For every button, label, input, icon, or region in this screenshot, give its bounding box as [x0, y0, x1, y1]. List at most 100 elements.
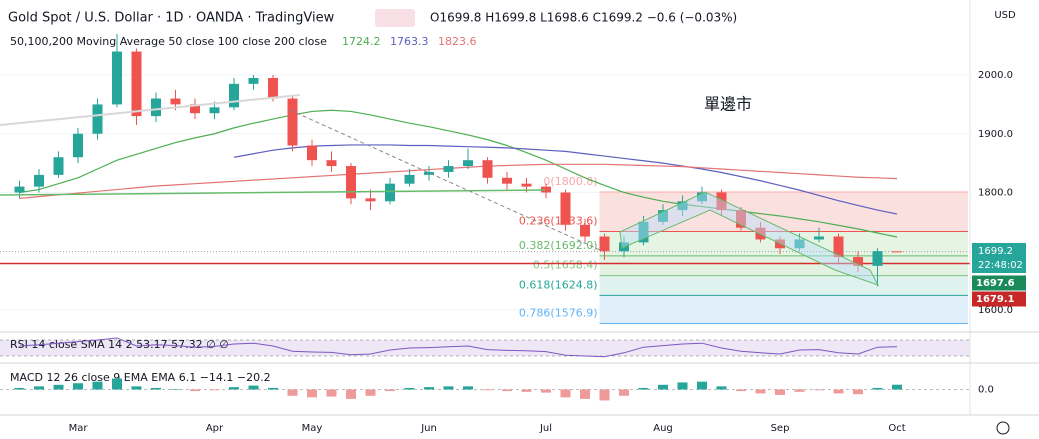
trendline [289, 109, 601, 251]
candle-body [892, 251, 902, 253]
candle-body [443, 166, 454, 172]
x-tick-label: Apr [206, 423, 224, 434]
macd-bar [463, 386, 473, 390]
x-tick-label: Jun [420, 423, 437, 434]
macd-bar [502, 389, 512, 392]
ma-legend-value: 1724.2 [342, 35, 381, 48]
candle-body [268, 77, 278, 99]
candle-body [755, 227, 766, 240]
fib-zone [599, 275, 968, 296]
macd-bar [677, 382, 688, 390]
ma-legend-value: 1823.6 [438, 35, 477, 48]
annotation: 單邊市 [704, 95, 752, 114]
trendline [0, 94, 301, 126]
macd-bar [404, 387, 415, 390]
macd-bar [190, 389, 200, 392]
candle-body [424, 171, 434, 175]
candle-body [502, 177, 512, 184]
macd-bar [151, 387, 161, 390]
settings-icon[interactable] [996, 421, 1010, 435]
macd-bar [34, 386, 44, 390]
macd-bar [716, 386, 727, 390]
macd-bar [424, 387, 434, 390]
price-label: 1697.6 [976, 278, 1015, 289]
channel [619, 191, 880, 286]
macd-bar [853, 389, 863, 395]
fib-label: 0(1800.8) [543, 175, 597, 188]
candle-body [131, 51, 142, 117]
macd-bar [131, 386, 142, 390]
price-label-box [972, 291, 1026, 307]
macd-bar [248, 385, 259, 390]
y-tick-label: 1600.0 [978, 305, 1013, 316]
ma-legend: 50,100,200 Moving Average 50 close 100 c… [10, 35, 327, 48]
y-tick-label: 1800.0 [978, 187, 1013, 198]
fib-zone [599, 255, 968, 276]
macd-bar [833, 389, 844, 394]
candle-body [521, 183, 532, 187]
macd-bar [638, 387, 649, 390]
macd-bar [112, 378, 122, 390]
y-tick-label: 1900.0 [978, 129, 1013, 140]
candle-body [248, 77, 259, 84]
macd-bar [580, 389, 590, 399]
rsi-line [19, 337, 898, 358]
macd-bar [229, 387, 239, 390]
price-label-box [972, 275, 1026, 291]
candle-body [697, 192, 707, 202]
macd-bar [287, 389, 298, 396]
candle-body [365, 198, 376, 202]
price-label-box [972, 243, 1026, 273]
fib-label: 0.618(1624.8) [519, 278, 598, 291]
candle-body [190, 104, 200, 114]
candle-body [599, 236, 610, 252]
candle-body [541, 186, 551, 193]
macd-bar [619, 389, 629, 396]
candle-body [53, 157, 64, 175]
macd-bar [755, 389, 766, 394]
candle-body [580, 224, 590, 237]
macd-bar [541, 389, 551, 393]
y-tick-label: 0.0 [978, 385, 994, 396]
macd-bar [775, 389, 785, 395]
candle-body [14, 186, 25, 193]
candle-body [73, 133, 83, 158]
fib-zone [599, 295, 968, 324]
candle-body [287, 98, 298, 146]
fib-label: 0.5(1658.4) [533, 259, 598, 272]
y-tick-label: 2000.0 [978, 70, 1013, 81]
macd-bar [73, 383, 83, 390]
candle-body [872, 251, 883, 266]
macd-bar [170, 389, 181, 390]
candle-body [814, 236, 824, 240]
candle-body [560, 192, 571, 225]
candle-body [853, 257, 863, 266]
fib-label: 0.236(1733.6) [519, 214, 598, 227]
x-tick-label: May [302, 423, 323, 434]
macd-bar [326, 389, 337, 397]
candle-body [346, 166, 356, 199]
candle-body [404, 174, 415, 184]
macd-bar [521, 389, 532, 392]
macd-bar [92, 381, 103, 390]
chart-title: Gold Spot / U.S. Dollar · 1D · OANDA · T… [8, 11, 335, 26]
ma-legend-value: 1763.3 [390, 35, 429, 48]
indicator-button[interactable] [375, 9, 415, 27]
candle-body [658, 210, 668, 222]
x-tick-label: Oct [888, 423, 905, 434]
candle-body [736, 210, 746, 228]
x-tick-label: Aug [653, 423, 673, 434]
candle-body [112, 51, 122, 105]
trendline [0, 189, 546, 196]
macd-bar [385, 389, 395, 392]
macd-bar [209, 389, 220, 391]
macd-bar [346, 389, 356, 399]
candle-body [385, 183, 395, 202]
x-tick-label: Jul [539, 423, 552, 434]
macd-bar [268, 387, 278, 390]
candle-body [34, 174, 44, 187]
x-tick-label: Mar [69, 423, 89, 434]
candle-body [92, 104, 103, 134]
macd-bar [658, 384, 668, 390]
